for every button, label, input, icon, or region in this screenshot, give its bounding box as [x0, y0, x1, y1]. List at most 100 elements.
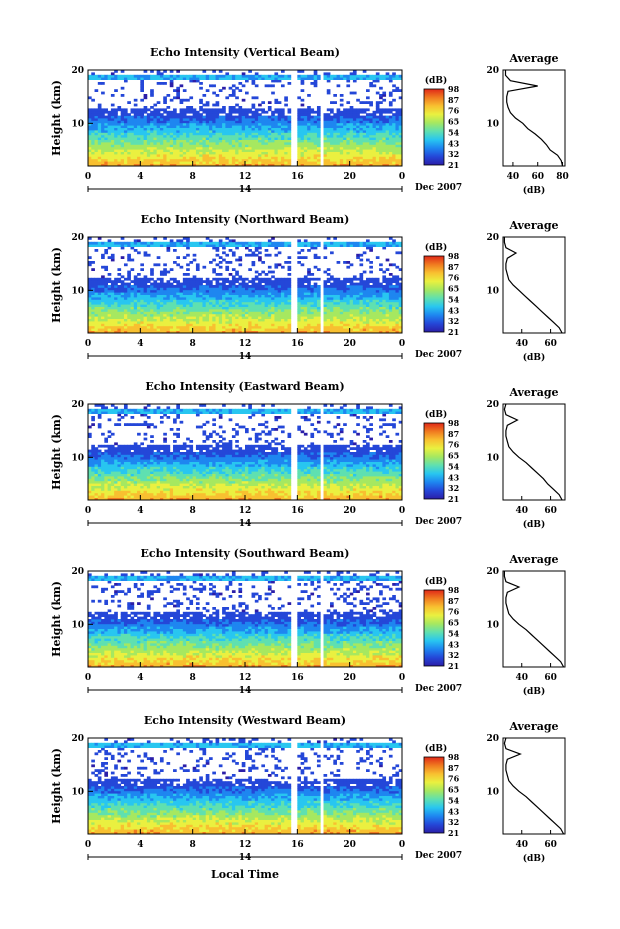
heatmap-cell — [166, 139, 171, 143]
heatmap-cell — [231, 294, 236, 298]
heatmap-cell — [261, 74, 266, 78]
heatmap-cell — [130, 134, 135, 138]
heatmap-cell — [137, 144, 141, 148]
heatmap-cell — [349, 108, 354, 112]
heatmap-cell — [88, 244, 92, 247]
heatmap-cell — [173, 158, 177, 162]
heatmap-cell — [375, 318, 380, 322]
heatmap-cell — [235, 163, 239, 167]
heatmap-cell — [110, 289, 115, 293]
heatmap-cell — [156, 149, 161, 152]
heatmap-cell — [101, 241, 105, 245]
heatmap-cell — [209, 127, 213, 131]
heatmap-cell — [372, 84, 377, 88]
heatmap-cell — [88, 118, 92, 121]
heatmap-cell — [375, 306, 380, 310]
heatmap-cell — [316, 139, 321, 143]
heatmap-cell — [303, 301, 308, 305]
heatmap-cell — [209, 239, 213, 243]
heatmap-cell — [130, 125, 135, 128]
heatmap-cell — [130, 149, 135, 152]
heatmap-cell — [352, 115, 357, 119]
heatmap-cell — [316, 299, 321, 303]
heatmap-cell — [107, 321, 112, 324]
heatmap-cell — [218, 132, 223, 136]
heatmap-cell — [94, 139, 99, 143]
heatmap-cell — [156, 163, 161, 167]
heatmap-cell — [215, 263, 220, 267]
heatmap-cell — [192, 142, 197, 145]
heatmap-cell — [369, 84, 373, 88]
heatmap-cell — [362, 158, 367, 162]
heatmap-cell — [123, 108, 128, 112]
heatmap-cell — [336, 325, 341, 329]
heatmap-cell — [130, 289, 135, 293]
heatmap-cell — [222, 134, 226, 138]
heatmap-cell — [375, 146, 380, 150]
heatmap-cell — [231, 74, 236, 78]
heatmap-cell — [300, 139, 305, 143]
heatmap-cell — [94, 297, 99, 300]
heatmap-cell — [271, 156, 275, 160]
heatmap-cell — [258, 251, 262, 255]
heatmap-cell — [179, 98, 184, 102]
heatmap-cell — [323, 74, 328, 78]
heatmap-cell — [280, 323, 285, 327]
heatmap-cell — [235, 313, 239, 317]
heatmap-cell — [218, 318, 223, 322]
heatmap-cell — [326, 108, 331, 112]
heatmap-cell — [343, 323, 347, 327]
heatmap-cell — [140, 304, 144, 307]
heatmap-cell — [107, 316, 112, 319]
heatmap-cell — [114, 120, 118, 124]
heatmap-cell — [228, 149, 233, 152]
heatmap-cell — [359, 101, 364, 104]
heatmap-cell — [287, 297, 292, 300]
heatmap-cell — [379, 244, 383, 247]
heatmap-cell — [323, 285, 328, 288]
heatmap-cell — [114, 110, 118, 114]
heatmap-cell — [143, 313, 148, 317]
heatmap-cell — [251, 103, 256, 107]
heatmap-cell — [369, 127, 373, 131]
heatmap-cell — [107, 161, 112, 164]
heatmap-cell — [352, 151, 357, 155]
heatmap-cell — [264, 125, 269, 128]
heatmap-cell — [140, 113, 144, 116]
heatmap-cell — [349, 241, 354, 245]
heatmap-cell — [192, 120, 197, 124]
heatmap-cell — [382, 156, 387, 160]
heatmap-cell — [202, 325, 207, 329]
heatmap-cell — [356, 110, 360, 114]
heatmap-cell — [392, 163, 396, 167]
heatmap-cell — [163, 108, 167, 112]
heatmap-cell — [261, 151, 266, 155]
heatmap-cell — [280, 130, 285, 133]
heatmap-cell — [254, 309, 259, 312]
heatmap-cell — [215, 139, 220, 143]
heatmap-cell — [179, 311, 184, 315]
heatmap-cell — [169, 139, 174, 143]
heatmap-cell — [146, 130, 151, 133]
average-x-axis-label: (dB) — [523, 185, 545, 196]
heatmap-cell — [303, 275, 308, 279]
heatmap-cell — [153, 244, 158, 247]
heatmap-cell — [186, 273, 190, 276]
heatmap-cell — [231, 139, 236, 143]
heatmap-cell — [264, 316, 269, 319]
heatmap-cell — [169, 151, 174, 155]
heatmap-cell — [251, 118, 256, 121]
heatmap-cell — [382, 137, 387, 140]
heatmap-cell — [182, 294, 187, 298]
heatmap-cell — [366, 287, 370, 291]
heatmap-cell — [241, 323, 246, 327]
heatmap-cell — [94, 130, 99, 133]
heatmap-cell — [159, 328, 164, 331]
heatmap-cell — [300, 98, 305, 102]
heatmap-cell — [375, 244, 380, 247]
heatmap-cell — [369, 74, 373, 78]
heatmap-cell — [356, 330, 360, 334]
heatmap-cell — [212, 77, 216, 80]
heatmap-cell — [241, 299, 246, 303]
heatmap-cell — [264, 84, 269, 88]
